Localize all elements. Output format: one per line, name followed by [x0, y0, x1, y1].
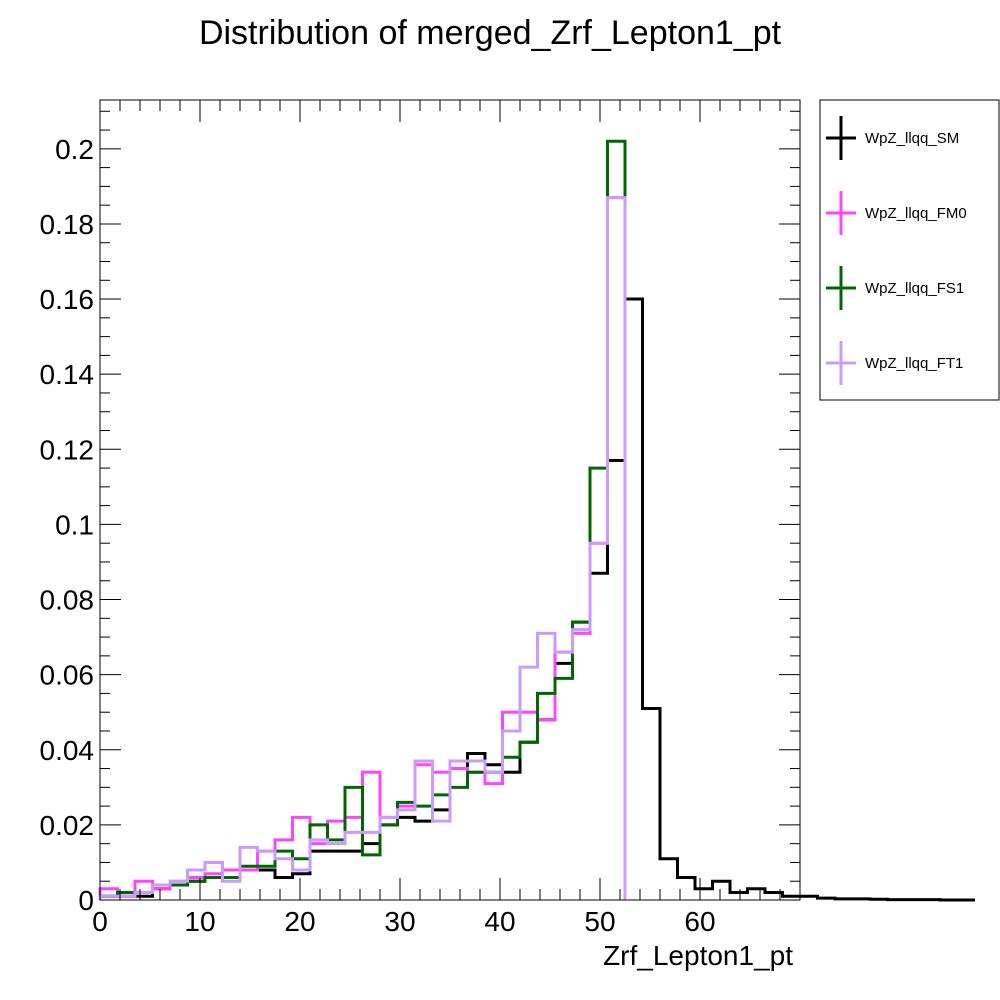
series-line-wpz-llqq-fs1	[98, 139, 627, 900]
y-tick-label: 0.12	[40, 434, 95, 465]
legend-label: WpZ_llqq_FM0	[865, 205, 967, 222]
legend-entry: WpZ_llqq_FT1	[826, 341, 963, 385]
x-tick-label: 10	[184, 906, 215, 937]
y-tick-label: 0.2	[55, 134, 94, 165]
x-tick-label: 40	[484, 906, 515, 937]
y-tick-label: 0.18	[40, 209, 95, 240]
x-tick-label: 50	[584, 906, 615, 937]
y-tick-label: 0.08	[40, 585, 95, 616]
y-tick-label: 0.04	[40, 735, 95, 766]
y-tick-label: 0.16	[40, 284, 95, 315]
legend-box	[819, 99, 1000, 401]
legend-entry: WpZ_llqq_SM	[826, 116, 959, 160]
legend-label: WpZ_llqq_FS1	[865, 280, 964, 297]
y-tick-label: 0.1	[55, 509, 94, 540]
x-tick-label: 0	[92, 906, 108, 937]
x-tick-label: 20	[284, 906, 315, 937]
y-tick-label: 0.14	[40, 359, 95, 390]
y-tick-label: 0	[78, 885, 94, 916]
legend-label: WpZ_llqq_FT1	[865, 355, 963, 372]
x-tick-label: 30	[384, 906, 415, 937]
legend-entries: WpZ_llqq_SM WpZ_llqq_FM0 WpZ_llqq_FS1 WpZ_l…	[826, 116, 967, 385]
legend-entry: WpZ_llqq_FS1	[826, 266, 964, 310]
y-tick-label: 0.06	[40, 660, 95, 691]
plot-frame	[99, 99, 801, 901]
x-tick-label: 60	[684, 906, 715, 937]
chart-title: Distribution of merged_Zrf_Lepton1_pt	[199, 14, 782, 52]
legend: WpZ_llqq_SM WpZ_llqq_FM0 WpZ_llqq_FS1 WpZ_l…	[819, 99, 1000, 401]
y-tick-label: 0.02	[40, 810, 95, 841]
legend-label: WpZ_llqq_SM	[865, 130, 959, 147]
legend-entry: WpZ_llqq_FM0	[826, 191, 967, 235]
plot-marks	[98, 139, 975, 902]
tick-labels: 0 10 20 30 40 50 60 0 0.02 0.04 0.06 0.08 0.1 0.12 0.1…	[40, 134, 716, 937]
axis-ticks	[99, 100, 801, 901]
x-axis-label: Zrf_Lepton1_pt	[603, 940, 793, 971]
series-line-wpz-llqq-ft1	[98, 196, 627, 900]
